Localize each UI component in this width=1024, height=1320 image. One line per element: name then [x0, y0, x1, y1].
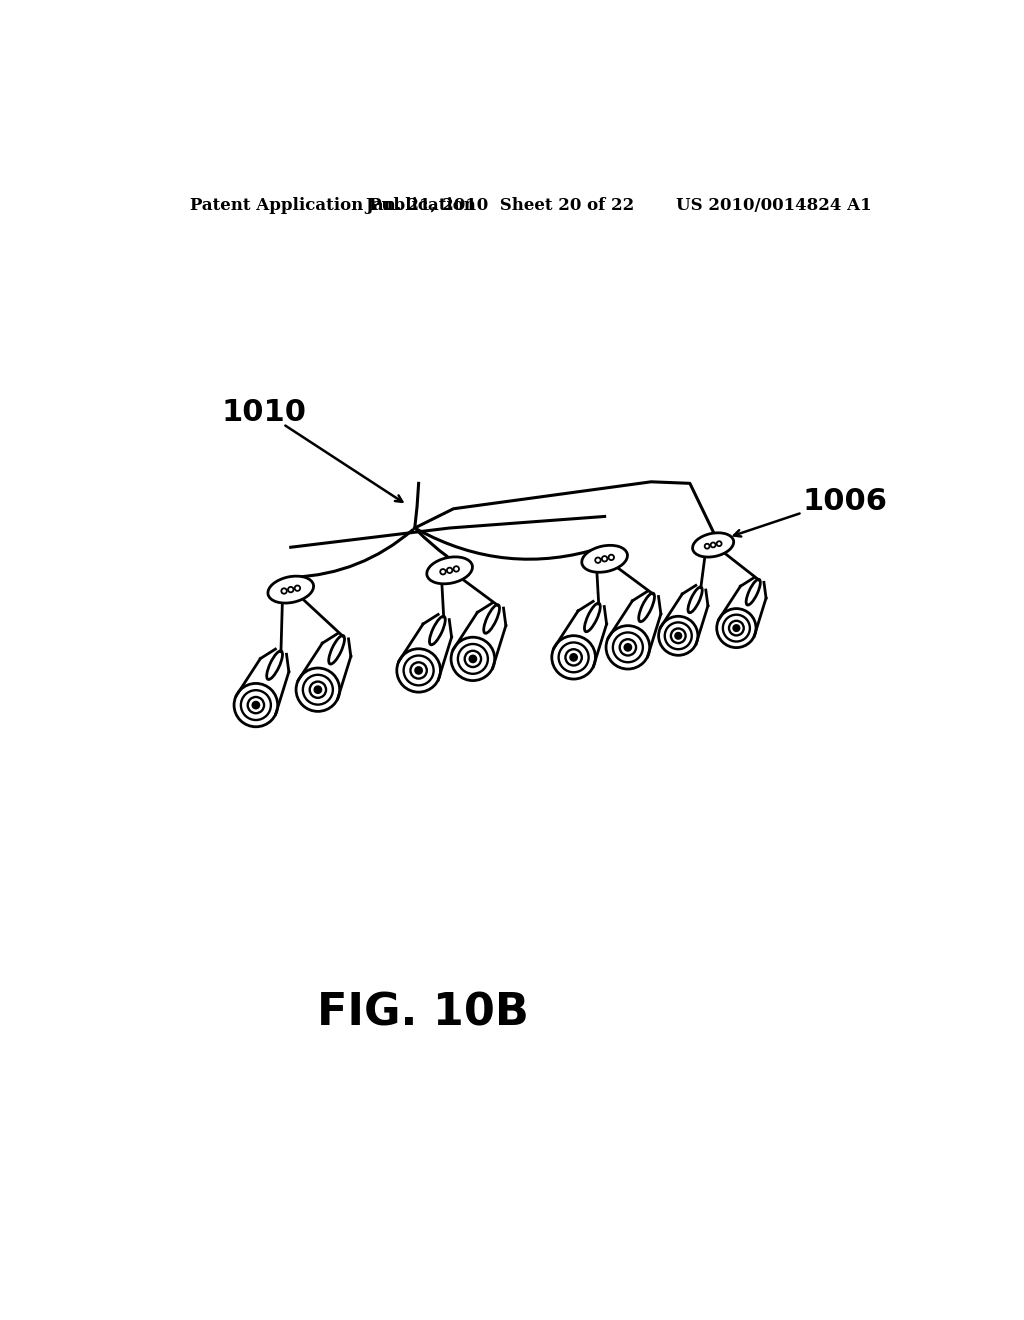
Circle shape [733, 626, 739, 631]
Circle shape [415, 667, 422, 673]
Ellipse shape [582, 545, 628, 573]
Circle shape [625, 644, 631, 651]
Circle shape [314, 686, 322, 693]
Ellipse shape [268, 576, 313, 603]
Text: Patent Application Publication: Patent Application Publication [190, 197, 476, 214]
Text: US 2010/0014824 A1: US 2010/0014824 A1 [677, 197, 872, 214]
Text: 1010: 1010 [221, 399, 306, 426]
Text: FIG. 10B: FIG. 10B [316, 991, 528, 1035]
Circle shape [469, 656, 476, 663]
Circle shape [570, 653, 578, 661]
Ellipse shape [692, 533, 733, 557]
Text: 1006: 1006 [802, 487, 887, 516]
Ellipse shape [427, 557, 472, 583]
Circle shape [253, 702, 259, 709]
FancyArrowPatch shape [294, 529, 413, 577]
FancyArrowPatch shape [417, 529, 602, 560]
Text: Jan. 21, 2010  Sheet 20 of 22: Jan. 21, 2010 Sheet 20 of 22 [366, 197, 635, 214]
Circle shape [675, 632, 681, 639]
FancyArrowPatch shape [417, 531, 447, 557]
